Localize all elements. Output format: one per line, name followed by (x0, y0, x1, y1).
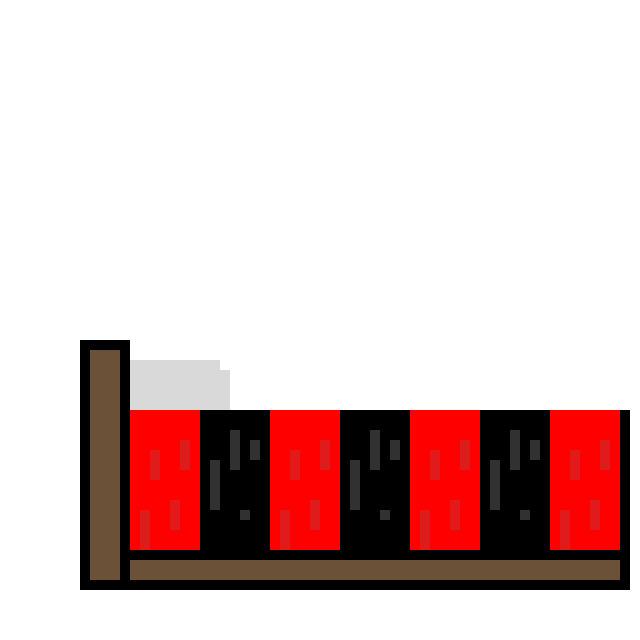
blanket-texture-red (570, 450, 580, 480)
blanket (130, 410, 630, 550)
blanket-texture-black (530, 440, 540, 460)
blanket-texture-black (380, 510, 390, 520)
blanket-texture-red (600, 440, 610, 470)
headboard (80, 340, 130, 590)
bed-frame-wood (130, 560, 620, 580)
blanket-texture-red (170, 500, 180, 530)
blanket-texture-red (450, 500, 460, 530)
blanket-texture-red (460, 440, 470, 470)
blanket-texture-black (510, 430, 520, 470)
blanket-texture-red (560, 510, 570, 550)
blanket-texture-red (420, 510, 430, 550)
blanket-texture-red (150, 450, 160, 480)
blanket-texture-black (250, 440, 260, 460)
pillow-side (220, 370, 230, 410)
blanket-texture-red (310, 500, 320, 530)
blanket-texture-black (370, 430, 380, 470)
bed-foot-post (620, 410, 630, 590)
blanket-texture-red (320, 440, 330, 470)
blanket-texture-red (140, 510, 150, 550)
blanket-texture-black (350, 460, 360, 510)
blanket-texture-red (430, 450, 440, 480)
blanket-texture-black (520, 510, 530, 520)
pillow (130, 360, 230, 410)
blanket-texture-red (280, 510, 290, 550)
blanket-texture-red (590, 500, 600, 530)
headboard-wood (90, 350, 120, 580)
blanket-texture-red (290, 450, 300, 480)
pillow-top (130, 360, 220, 410)
blanket-texture-black (210, 460, 220, 510)
blanket-texture-black (390, 440, 400, 460)
blanket-texture-black (240, 510, 250, 520)
blanket-texture-black (230, 430, 240, 470)
bed-frame (120, 410, 630, 590)
blanket-texture-red (180, 440, 190, 470)
blanket-texture-black (490, 460, 500, 510)
